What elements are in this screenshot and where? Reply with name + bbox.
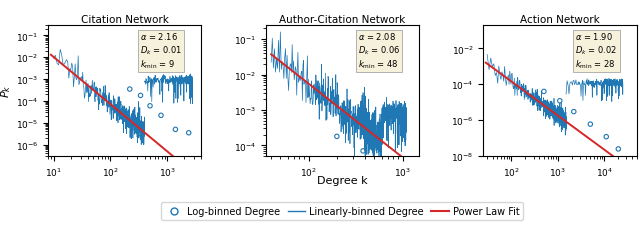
- Text: Degree k: Degree k: [317, 176, 368, 186]
- Point: [539, 90, 549, 94]
- Legend: Log-binned Degree, Linearly-binned Degree, Power Law Fit: Log-binned Degree, Linearly-binned Degre…: [161, 202, 524, 220]
- Title: Author-Citation Network: Author-Citation Network: [279, 15, 406, 25]
- Y-axis label: $P_k$: $P_k$: [0, 84, 13, 98]
- Point: [380, 165, 390, 169]
- Text: $\alpha$ = 2.08
$D_k$ = 0.06
$k_{\rm min}$ = 48: $\alpha$ = 2.08 $D_k$ = 0.06 $k_{\rm min…: [358, 31, 400, 70]
- Point: [585, 123, 595, 126]
- Point: [125, 88, 135, 92]
- Title: Action Network: Action Network: [520, 15, 600, 25]
- Point: [170, 128, 180, 132]
- Point: [156, 114, 166, 118]
- Point: [332, 135, 342, 139]
- Point: [555, 99, 565, 103]
- Point: [601, 135, 611, 139]
- Point: [358, 149, 368, 153]
- Point: [613, 147, 623, 151]
- Point: [145, 105, 155, 108]
- Point: [136, 94, 146, 98]
- Text: $\alpha$ = 2.16
$D_k$ = 0.01
$k_{\rm min}$ = 9: $\alpha$ = 2.16 $D_k$ = 0.01 $k_{\rm min…: [140, 31, 182, 70]
- Title: Citation Network: Citation Network: [81, 15, 168, 25]
- Point: [393, 176, 403, 180]
- Point: [184, 131, 194, 135]
- Text: $\alpha$ = 1.90
$D_k$ = 0.02
$k_{\rm min}$ = 28: $\alpha$ = 1.90 $D_k$ = 0.02 $k_{\rm min…: [575, 31, 618, 70]
- Point: [569, 110, 579, 114]
